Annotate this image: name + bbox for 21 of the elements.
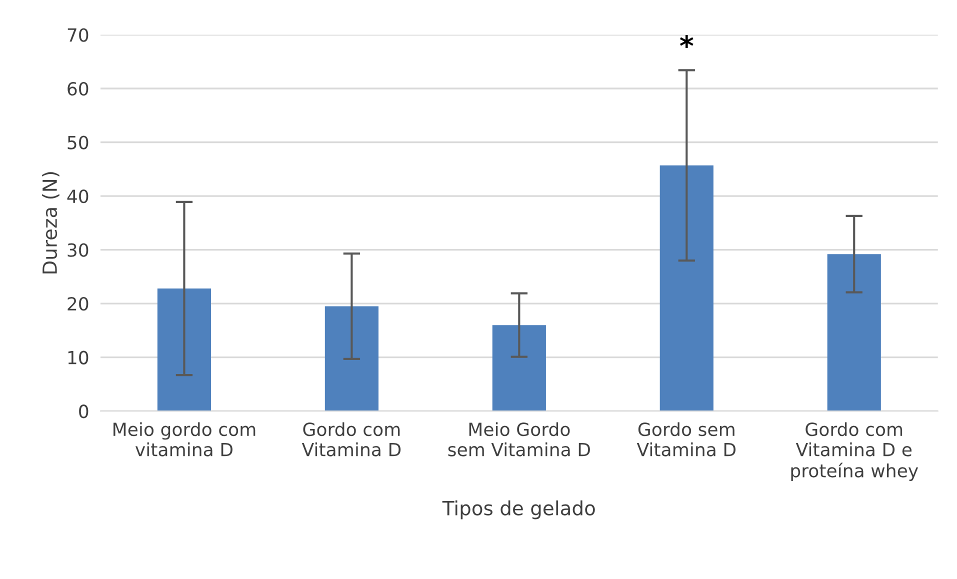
y-tick-label: 60 (68, 82, 88, 96)
x-tick-label: Meio gordo com vitamina D (114, 422, 256, 456)
y-tick-label: 40 (67, 189, 88, 204)
x-tick-label: Gordo sem Vitamina D (636, 422, 736, 456)
bar (324, 306, 378, 412)
y-tick-label: 0 (79, 404, 88, 418)
annotation: * (680, 35, 694, 48)
x-tick-label: Meio Gordo sem Vitamina D (448, 422, 590, 456)
y-tick-label: 30 (68, 243, 88, 257)
y-tick-label: 10 (68, 350, 88, 364)
y-tick-label: 50 (68, 136, 88, 150)
x-tick-label: Gordo com Vitamina D e proteína whey (791, 422, 918, 481)
bar (827, 254, 881, 412)
y-axis-title: Dureza (N) (42, 172, 60, 274)
bar (492, 325, 546, 412)
bar (157, 288, 212, 412)
x-tick-label: Gordo com Vitamina D (302, 422, 401, 456)
y-tick-label: 70 (68, 28, 88, 42)
x-axis-title: Tipos de gelado (442, 500, 595, 520)
y-tick-label: 20 (68, 297, 88, 311)
bar (660, 165, 714, 412)
